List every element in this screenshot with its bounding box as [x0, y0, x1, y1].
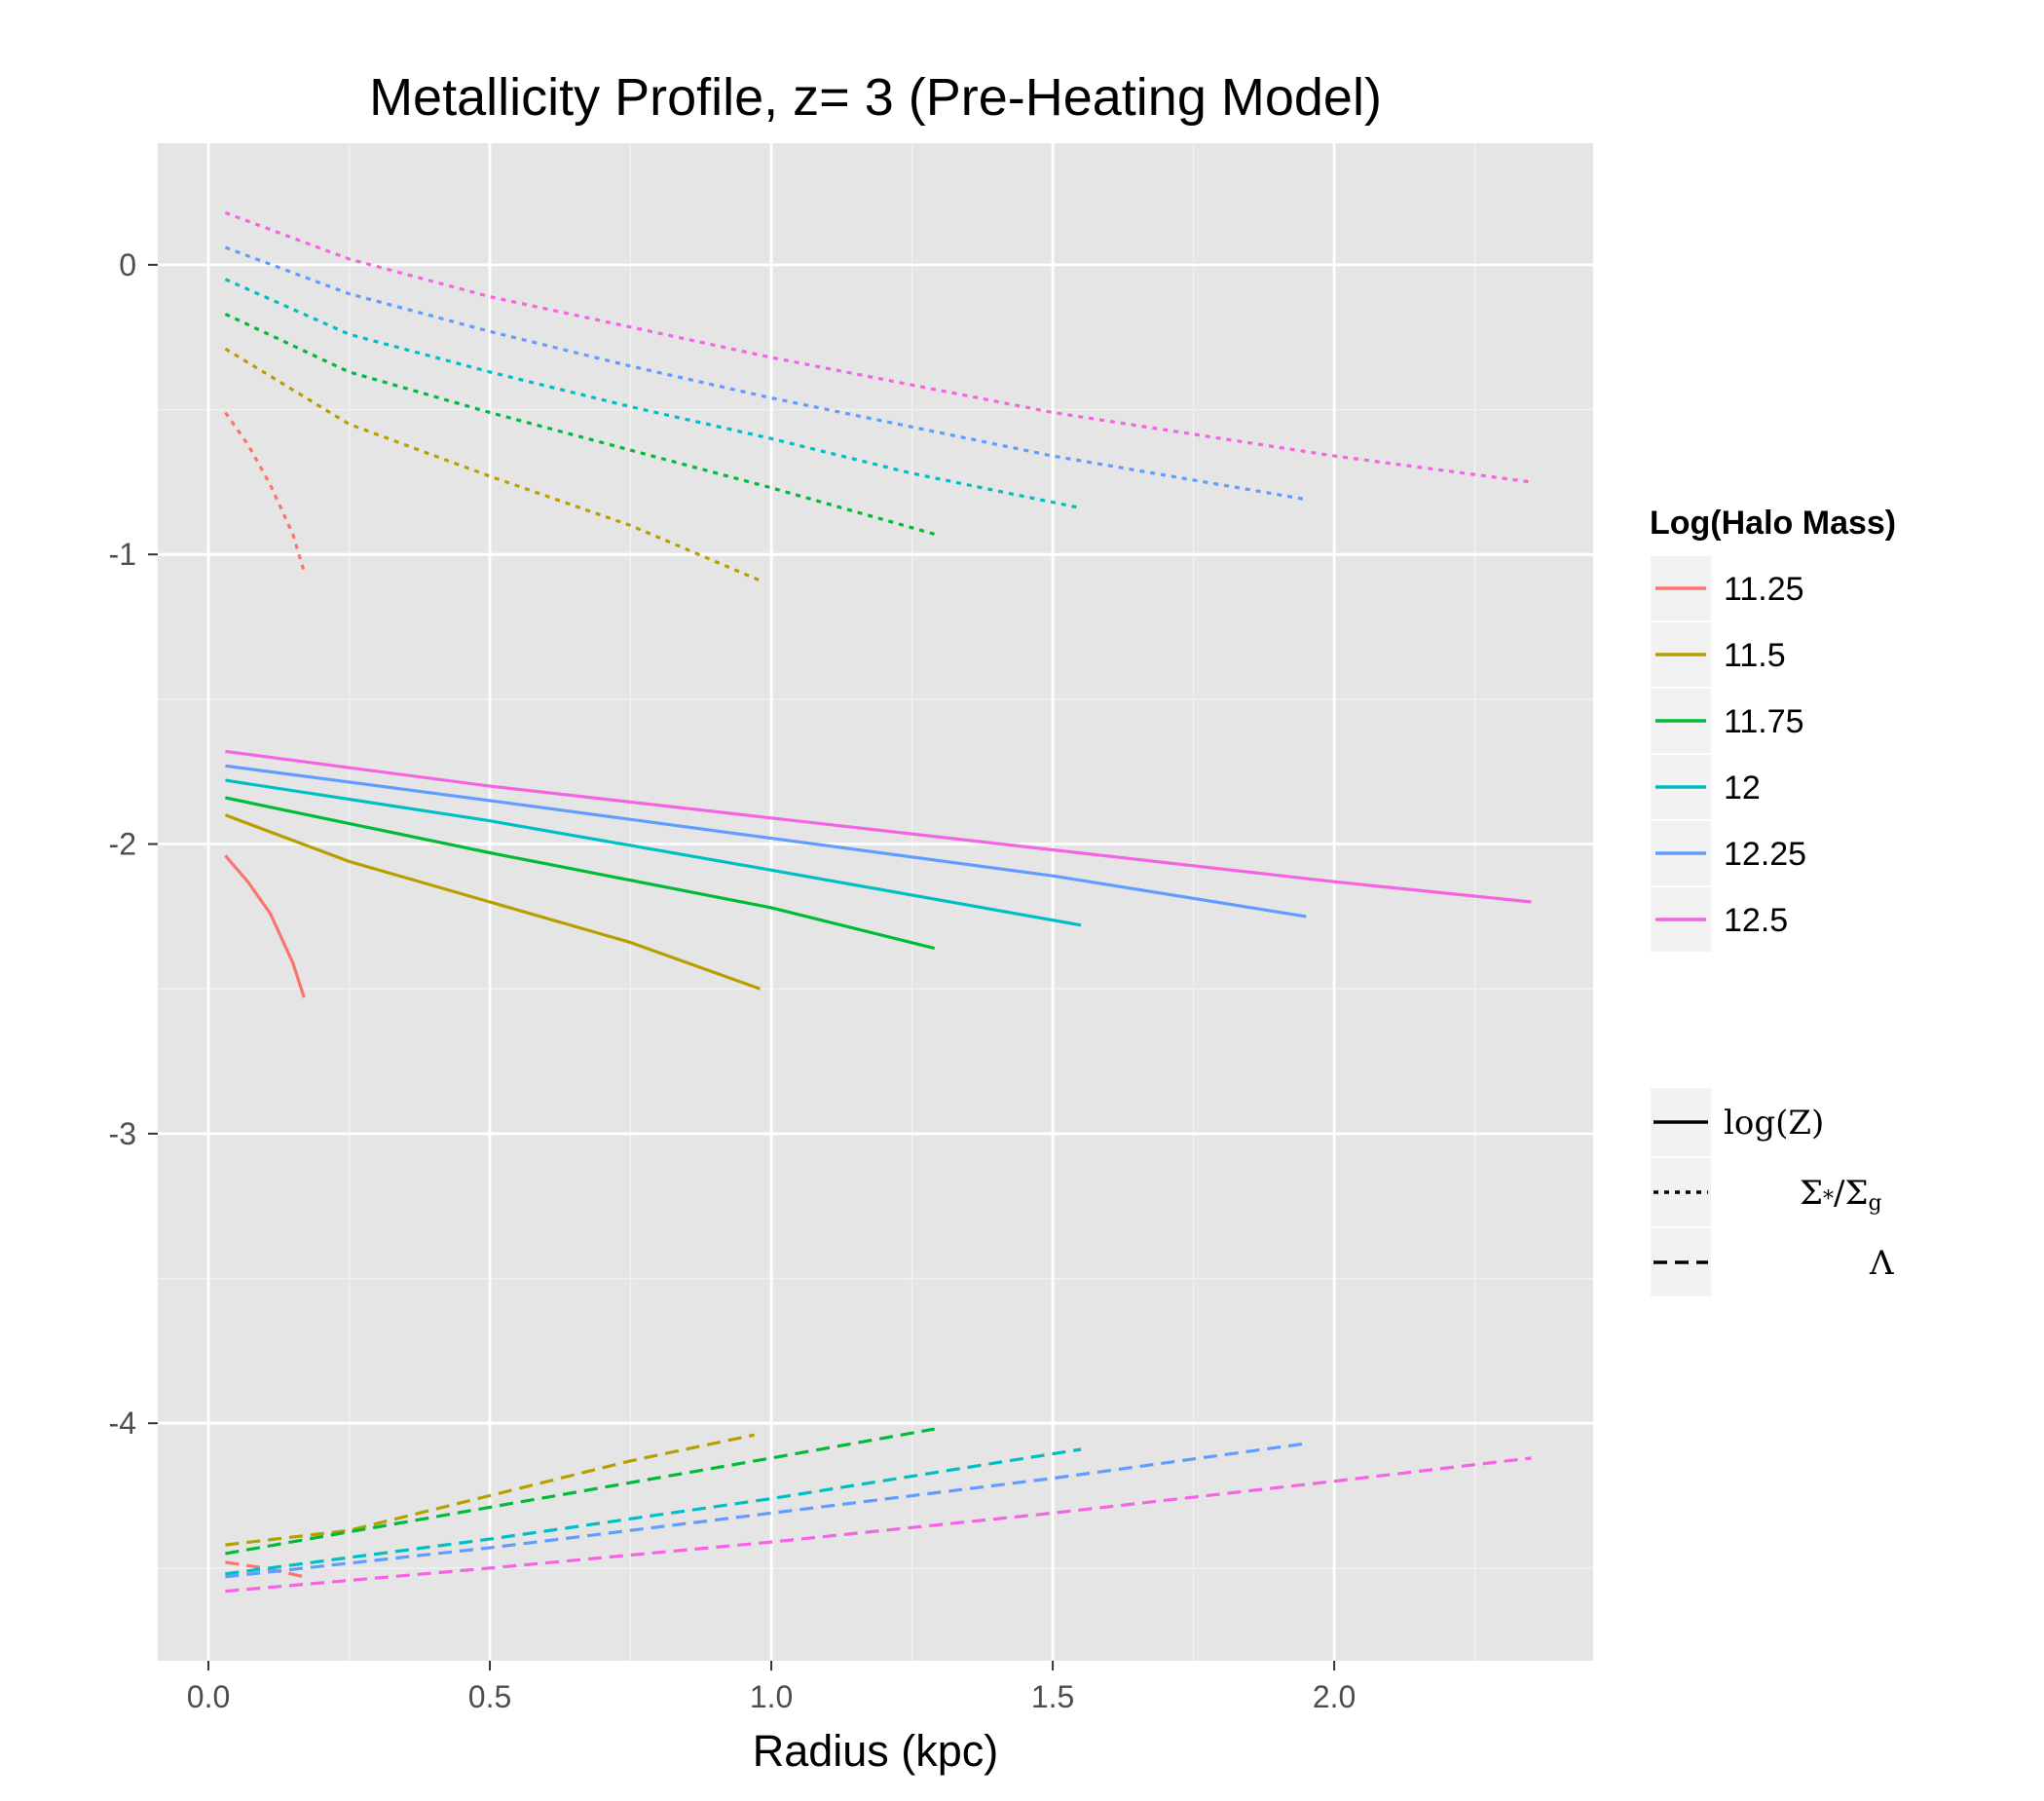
grid-major	[158, 143, 1593, 1661]
legend-label: 11.75	[1724, 703, 1804, 740]
plot-panel	[158, 143, 1593, 1661]
series-line-11-75-dotted	[224, 312, 936, 536]
series-line-11-75-solid	[225, 796, 936, 951]
series-line-12-25-dotted	[224, 245, 1307, 502]
series-line-11-5-dotted	[224, 347, 762, 582]
y-axis: 0 -1 -2 -3 -4	[109, 247, 158, 1441]
series-line-12-25-solid	[225, 764, 1307, 919]
series-line-11-25-solid	[224, 854, 306, 998]
legend-label: 11.25	[1724, 571, 1804, 608]
series-layer	[224, 210, 1532, 1594]
x-axis-title: Radius (kpc)	[753, 1726, 999, 1776]
y-tick-label: -4	[109, 1406, 136, 1441]
legend-colors: 11.25 11.5 11.75 12 12.25 12.5	[1649, 554, 1806, 954]
series-line-11-5-dashed	[225, 1433, 756, 1547]
series-line-12-5-dashed	[225, 1456, 1532, 1594]
legend-linetype-label: Λ	[1869, 1244, 1894, 1283]
legend-label: 12.25	[1724, 836, 1806, 873]
series-line-11-25-dotted	[224, 411, 306, 573]
y-tick-label: -1	[109, 537, 136, 572]
y-tick-label: 0	[119, 247, 136, 282]
legend-label: 12	[1724, 769, 1761, 807]
legend-key-bg	[1649, 1156, 1713, 1228]
x-axis: 0.0 0.5 1.0 1.5 2.0	[187, 1661, 1356, 1714]
series-line-11-25-dashed	[225, 1560, 305, 1579]
x-tick-label: 1.0	[750, 1679, 793, 1714]
series-line-11-75-dashed	[225, 1427, 935, 1556]
legend-label: 11.5	[1724, 637, 1786, 674]
series-line-12-dashed	[225, 1447, 1082, 1576]
series-line-11-5-solid	[224, 813, 762, 991]
x-tick-label: 0.0	[187, 1679, 230, 1714]
x-tick-label: 2.0	[1313, 1679, 1356, 1714]
grid-minor	[158, 143, 1593, 1661]
series-line-12-5-solid	[225, 749, 1532, 904]
x-tick-label: 1.5	[1031, 1679, 1074, 1714]
series-line-12-25-dashed	[225, 1442, 1307, 1579]
y-tick-label: -2	[109, 827, 136, 862]
series-line-12-solid	[225, 778, 1082, 927]
legend-linetypes: log(Z) Σ*/Σg Λ	[1649, 1086, 1894, 1298]
legend-linetype-label: log(Z)	[1724, 1104, 1824, 1143]
legend-label: 12.5	[1724, 902, 1788, 939]
chart-title: Metallicity Profile, z= 3 (Pre-Heating M…	[369, 68, 1382, 127]
series-line-12-5-dotted	[224, 210, 1532, 484]
y-tick-label: -3	[109, 1116, 136, 1151]
legend-color-title: Log(Halo Mass)	[1650, 505, 1896, 542]
x-tick-label: 0.5	[468, 1679, 511, 1714]
legend-linetype-label: Σ*/Σg	[1800, 1174, 1882, 1216]
